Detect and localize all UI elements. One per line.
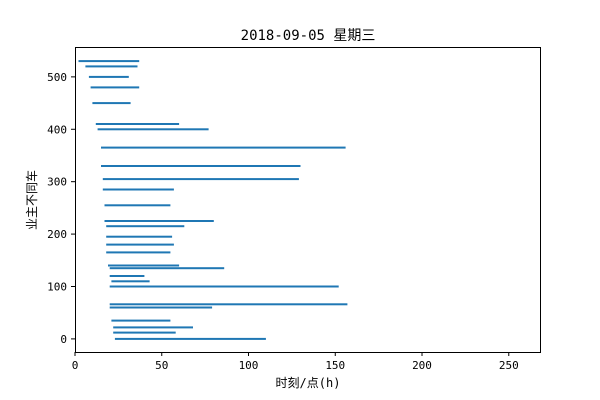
x-tick-label-200: 200 [412,359,432,372]
y-tick-label-0: 0 [60,333,67,346]
chart-title: 2018-09-05 星期三 [241,28,376,44]
x-tick-label-50: 50 [155,359,168,372]
y-tick-label-100: 100 [47,280,67,293]
bar-11 [106,251,171,254]
plot-frame [75,47,541,353]
bar-15 [104,220,214,222]
bar-27 [78,60,140,63]
y-tick-label-500: 500 [47,71,67,84]
bar-4 [109,306,213,309]
bar-13 [106,235,173,238]
bar-2 [113,326,193,329]
x-tick-label-250: 250 [499,359,519,372]
bar-10 [108,264,180,267]
bar-26 [85,65,138,68]
x-axis-label: 时刻/点(h) [276,376,341,390]
bar-23 [92,102,131,105]
bar-7 [111,280,150,283]
y-ticks: 0 100 200 300 400 500 [47,71,75,346]
x-ticks: 0 50 100 150 200 250 [72,352,519,372]
bar-8 [109,275,145,277]
bar-21 [97,128,209,131]
bar-19 [101,165,301,167]
bar-6 [109,285,339,288]
bar-12 [106,243,174,246]
bars-group [78,60,348,340]
bar-3 [111,319,171,322]
bar-14 [106,225,185,228]
bar-1 [113,331,176,334]
y-tick-label-200: 200 [47,228,67,241]
bar-22 [95,123,180,125]
y-tick-label-300: 300 [47,176,67,189]
bar-25 [88,75,129,78]
bar-24 [90,86,140,89]
y-tick-label-400: 400 [47,123,67,136]
bar-20 [101,146,346,149]
bar-17 [102,188,174,191]
bar-18 [102,178,299,181]
y-axis-label: 业主不同车 [24,170,39,230]
x-tick-label-100: 100 [239,359,259,372]
x-tick-label-0: 0 [72,359,79,372]
bar-16 [104,204,171,207]
bar-5 [109,303,348,306]
bar-9 [109,267,225,270]
bar-0 [114,337,266,340]
x-tick-label-150: 150 [325,359,345,372]
